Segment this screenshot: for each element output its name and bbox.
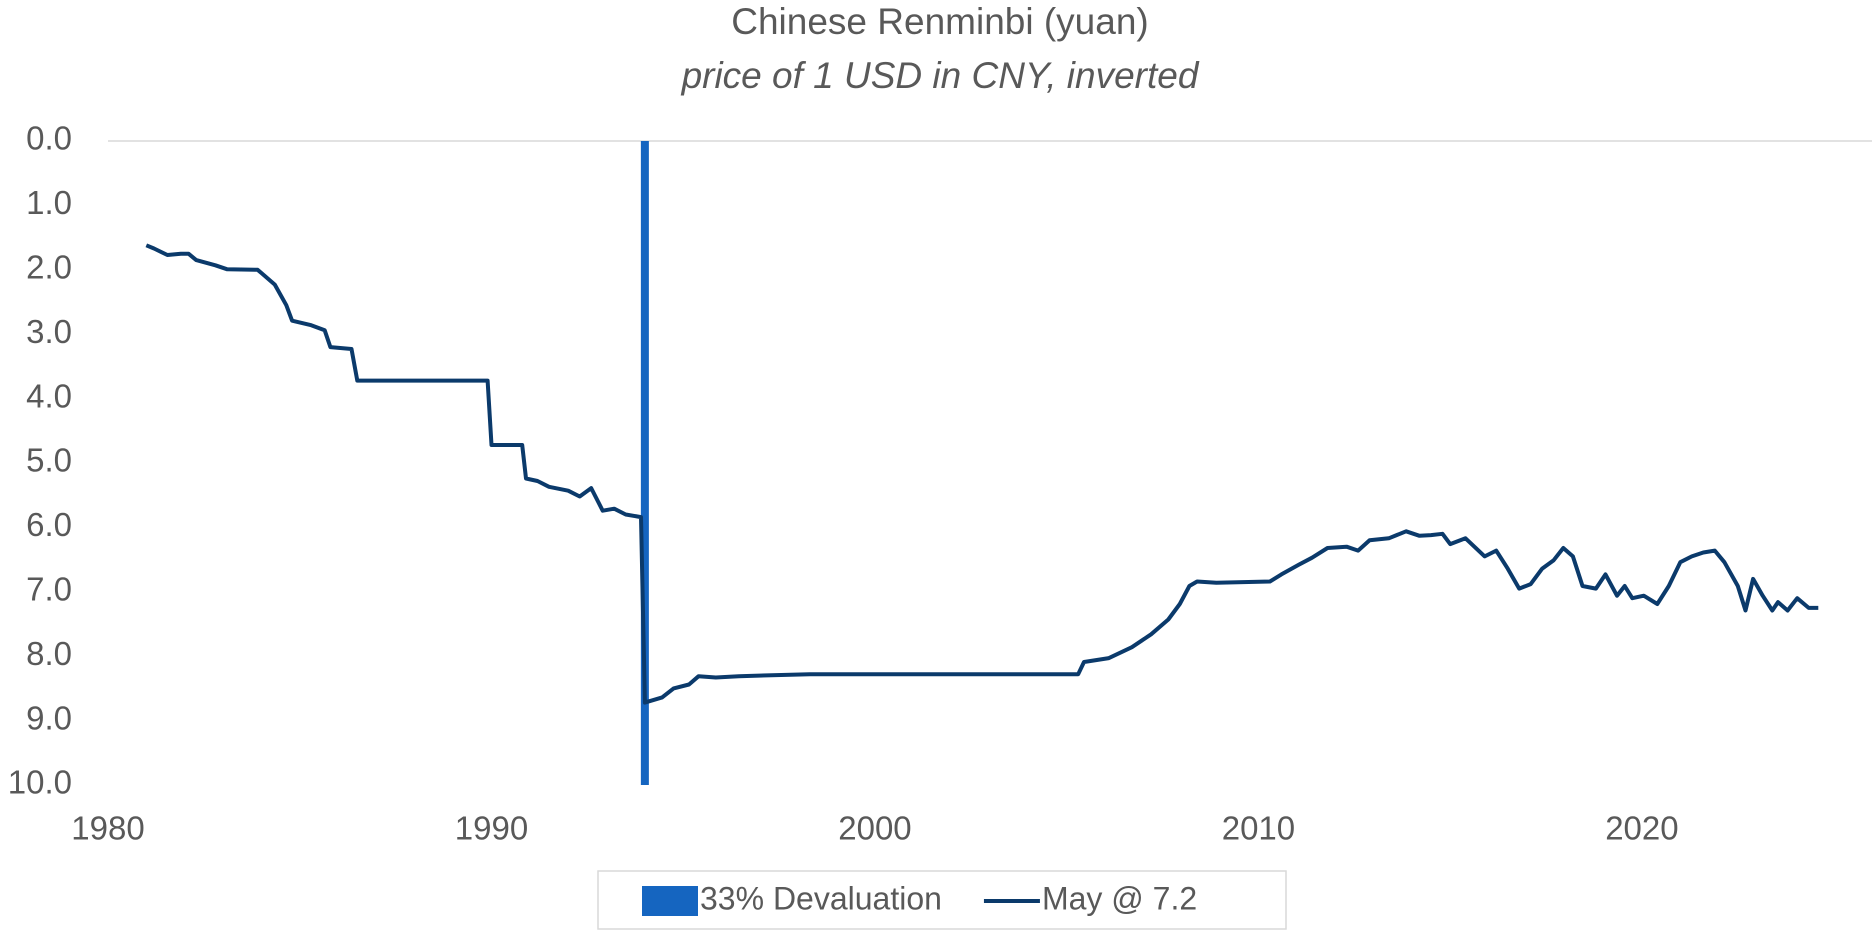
chart-title: Chinese Renminbi (yuan) [731,1,1148,42]
y-tick-label: 0.0 [26,120,72,157]
chart-subtitle: price of 1 USD in CNY, inverted [681,55,1200,96]
line [145,243,1819,705]
y-tick-label: 4.0 [26,377,72,414]
y-tick-label: 2.0 [26,249,72,286]
x-tick-label: 1990 [455,810,528,847]
y-tick-label: 10.0 [8,764,72,801]
x-tick-label: 2020 [1605,810,1678,847]
y-tick-label: 1.0 [26,184,72,221]
y-tick-label: 8.0 [26,635,72,672]
x-tick-label: 2010 [1222,810,1295,847]
legend-label: 33% Devaluation [700,880,942,916]
y-tick-label: 9.0 [26,699,72,736]
y-tick-label: 5.0 [26,442,72,479]
legend-box [597,870,1287,930]
legend-label: May @ 7.2 [1042,880,1197,916]
x-tick-label: 1980 [71,810,144,847]
y-tick-label: 7.0 [26,571,72,608]
x-tick-label: 2000 [838,810,911,847]
y-tick-label: 3.0 [26,313,72,350]
bar [640,141,649,785]
y-tick-label: 6.0 [26,506,72,543]
legend-swatch [642,886,698,916]
